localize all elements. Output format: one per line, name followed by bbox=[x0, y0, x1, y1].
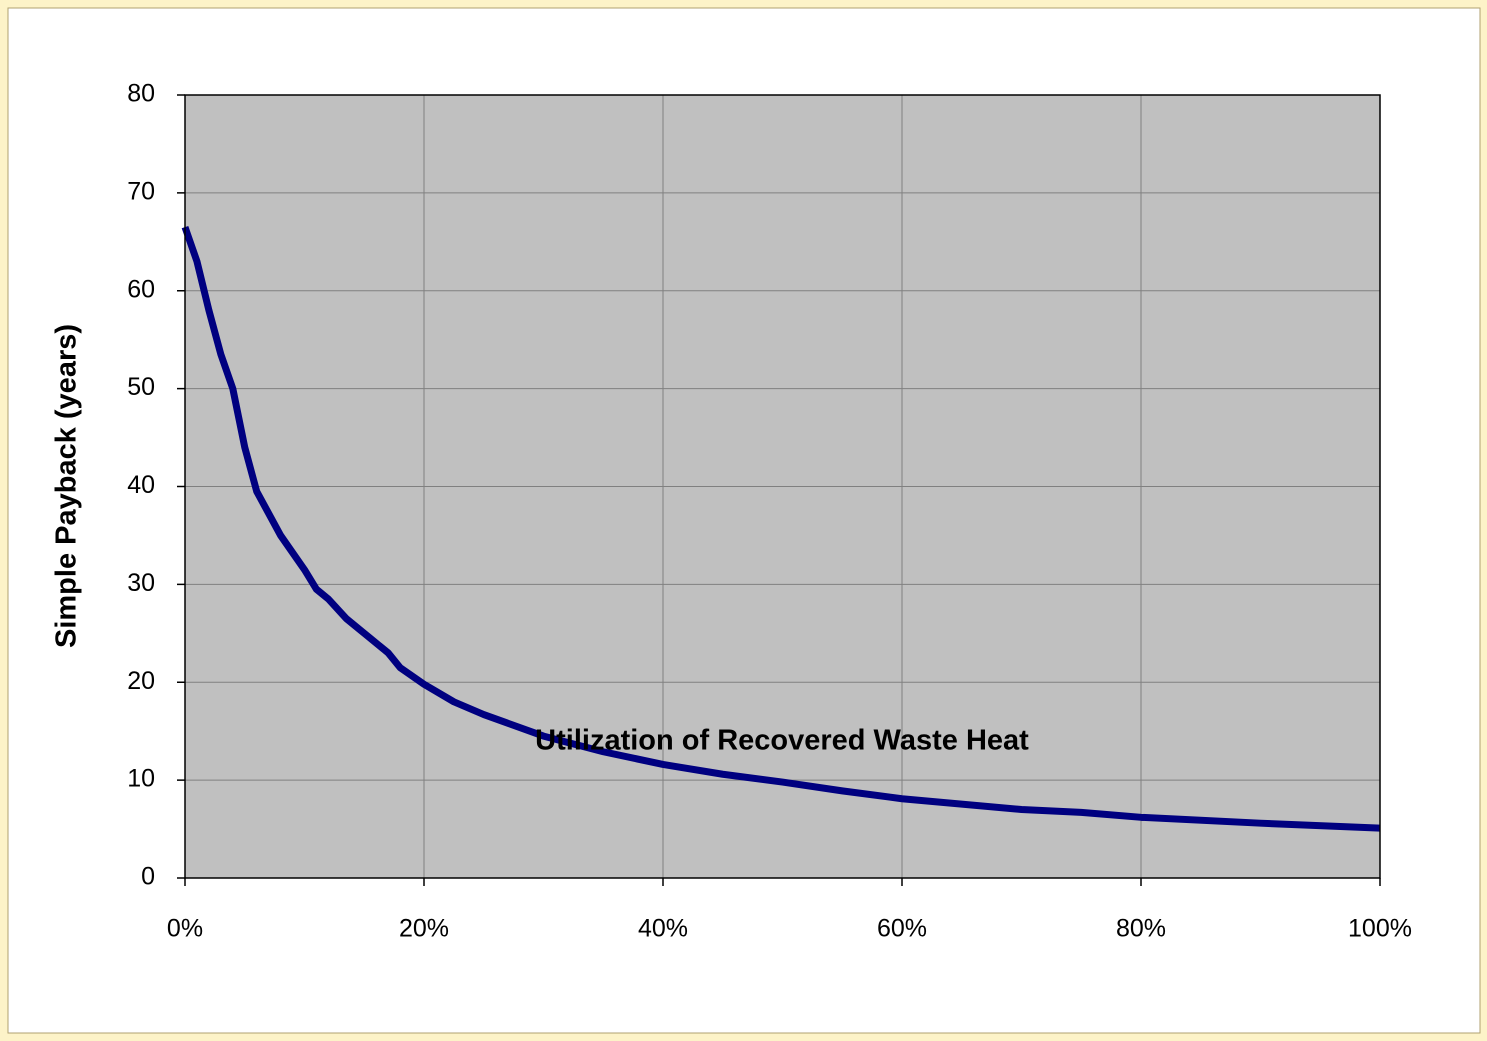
y-tick-label: 80 bbox=[127, 80, 155, 108]
x-tick-label: 100% bbox=[1348, 915, 1412, 943]
x-axis-label: Utilization of Recovered Waste Heat bbox=[535, 725, 1029, 757]
y-axis-label: Simple Payback (years) bbox=[51, 324, 83, 648]
x-tick-label: 80% bbox=[1116, 915, 1166, 943]
y-tick-label: 10 bbox=[127, 765, 155, 793]
y-tick-label: 70 bbox=[127, 177, 155, 205]
x-tick-label: 40% bbox=[638, 915, 688, 943]
y-tick-label: 40 bbox=[127, 471, 155, 499]
x-tick-label: 20% bbox=[399, 915, 449, 943]
y-tick-label: 50 bbox=[127, 373, 155, 401]
data-line bbox=[181, 225, 1381, 832]
y-tick-label: 20 bbox=[127, 667, 155, 695]
x-tick-label: 0% bbox=[167, 915, 203, 943]
x-tick-label: 60% bbox=[877, 915, 927, 943]
y-tick-label: 0 bbox=[141, 863, 155, 891]
y-tick-label: 30 bbox=[127, 569, 155, 597]
y-tick-label: 60 bbox=[127, 275, 155, 303]
